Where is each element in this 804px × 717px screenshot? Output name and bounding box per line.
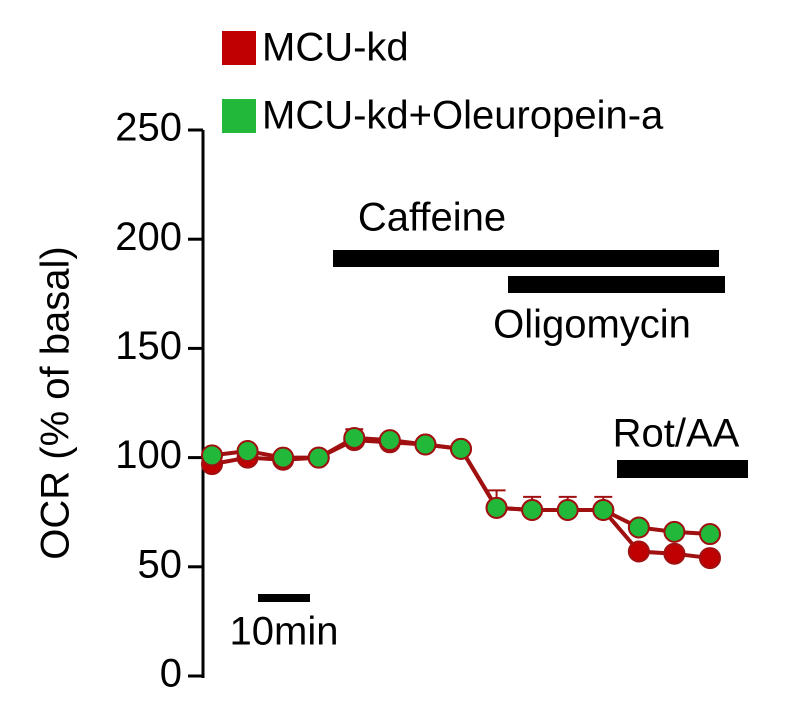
data-point (627, 540, 650, 563)
data-point (663, 520, 686, 543)
data-point (521, 499, 544, 522)
data-point (236, 440, 259, 463)
y-axis-label: OCR (% of basal) (34, 246, 78, 559)
data-point (698, 523, 721, 546)
y-tick-label: 150 (115, 324, 182, 368)
legend-swatch (222, 31, 256, 65)
data-point (378, 429, 401, 452)
annotation: Oligomycin (493, 303, 691, 347)
y-tick-label: 100 (115, 433, 182, 477)
legend-label: MCU-kd (262, 26, 409, 70)
data-point (627, 516, 650, 539)
annotation: Rot/AA (613, 412, 740, 456)
data-point (485, 496, 508, 519)
scale-bar (258, 594, 310, 602)
data-point (307, 446, 330, 469)
rotaa-bar (617, 460, 748, 478)
legend-label: MCU-kd+Oleuropein-a (262, 94, 664, 138)
y-tick-label: 250 (115, 106, 182, 150)
data-point (343, 426, 366, 449)
data-point (698, 547, 721, 570)
data-point (592, 499, 615, 522)
y-tick-label: 200 (115, 215, 182, 259)
y-tick-label: 0 (160, 652, 182, 696)
data-point (556, 499, 579, 522)
y-tick-label: 50 (138, 542, 183, 586)
annotation: Caffeine (358, 196, 506, 240)
data-point (272, 446, 295, 469)
oligomycin-bar (508, 276, 725, 293)
data-point (449, 437, 472, 460)
caffeine-bar (333, 250, 719, 267)
legend-swatch (222, 99, 256, 133)
data-point (414, 433, 437, 456)
data-point (201, 444, 223, 467)
data-point (663, 542, 686, 565)
scale-bar-label: 10min (230, 610, 339, 654)
